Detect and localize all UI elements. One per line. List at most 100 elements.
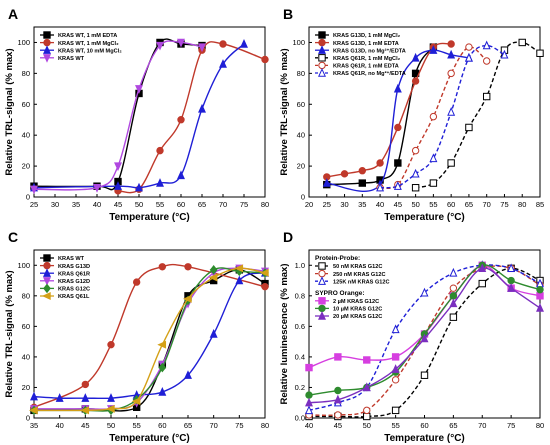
legend-marker	[318, 262, 326, 270]
y-tick-label: 0.8	[295, 291, 305, 300]
x-tick-label: 35	[72, 200, 80, 209]
data-point	[259, 268, 269, 277]
legend-label: 125K nM KRAS G12C	[333, 279, 390, 285]
legend-marker	[318, 67, 326, 77]
x-tick-label: 45	[334, 421, 342, 430]
plot-frame	[33, 249, 266, 419]
legend-label: KRAS WT, 10 mM MgCl₂	[58, 48, 122, 54]
data-point	[234, 264, 244, 273]
y-axis-label: Relative luminescence (% max)	[279, 264, 290, 405]
data-point	[536, 292, 544, 300]
series-line	[33, 43, 245, 189]
x-tick-label: 80	[261, 200, 269, 209]
legend-marker	[43, 45, 51, 54]
y-tick-label: 100	[292, 38, 305, 47]
plot-frame	[308, 26, 541, 198]
data-point	[411, 146, 420, 155]
data-point	[478, 279, 486, 288]
data-point	[391, 324, 400, 334]
series-line	[308, 264, 541, 412]
data-point	[157, 340, 167, 349]
data-point	[209, 265, 218, 275]
data-point	[219, 40, 227, 48]
x-tick-label: 35	[358, 200, 366, 209]
y-tick-label: 100	[17, 38, 30, 47]
x-tick-label: 50	[135, 200, 143, 209]
data-point	[464, 52, 473, 62]
data-point	[376, 182, 385, 192]
data-point	[209, 328, 218, 338]
data-point	[449, 313, 458, 321]
data-point	[536, 286, 544, 294]
data-point	[420, 371, 429, 379]
data-point	[305, 391, 313, 399]
x-tick-label: 80	[536, 421, 544, 430]
data-point	[334, 386, 342, 395]
data-point	[482, 57, 491, 65]
data-point	[235, 275, 244, 285]
legend-label: 50 nM KRAS G12C	[333, 264, 382, 270]
data-point	[240, 38, 248, 48]
x-axis-label: Temperature (°C)	[109, 433, 190, 444]
legend-marker	[318, 38, 326, 47]
data-point	[198, 43, 206, 53]
x-tick-label: 55	[156, 200, 164, 209]
x-tick-label: 60	[447, 200, 455, 209]
data-point	[447, 159, 455, 167]
legend-marker	[318, 310, 326, 320]
x-tick-label: 70	[483, 200, 491, 209]
legend-marker	[43, 38, 51, 47]
data-point	[182, 294, 192, 303]
legend-marker	[318, 54, 326, 62]
legend-marker	[43, 277, 51, 286]
x-tick-label: 75	[507, 421, 515, 430]
data-point	[132, 278, 141, 286]
data-point	[156, 178, 164, 187]
data-point	[81, 380, 90, 389]
y-tick-label: 0.0	[295, 414, 305, 423]
legend-label: KRAS G13D	[58, 264, 90, 270]
data-point	[411, 77, 420, 85]
data-point	[184, 370, 192, 379]
x-tick-label: 80	[261, 421, 269, 430]
data-point	[394, 159, 402, 167]
series-2	[30, 263, 269, 412]
data-point	[105, 404, 115, 413]
y-tick-label: 80	[297, 69, 305, 78]
series-2	[114, 40, 269, 195]
x-tick-label: 30	[340, 200, 348, 209]
series-6	[376, 40, 509, 192]
y-tick-label: 20	[22, 162, 30, 171]
y-tick-label: 100	[17, 261, 30, 270]
data-point	[391, 353, 400, 361]
legend-marker	[43, 31, 51, 39]
data-point	[198, 103, 206, 113]
x-tick-label: 70	[219, 200, 227, 209]
legend-marker	[318, 297, 326, 305]
x-tick-label: 65	[198, 200, 206, 209]
y-tick-label: 40	[22, 131, 30, 140]
y-tick-label: 0	[301, 193, 305, 202]
data-point	[158, 362, 167, 373]
data-point	[447, 69, 455, 78]
legend-label: KRAS Q61R, no Mg²⁺/EDTA	[333, 70, 406, 77]
legend-label: KRAS Q61L	[58, 294, 90, 300]
x-tick-label: 70	[209, 421, 217, 430]
data-point	[177, 116, 185, 124]
data-point	[30, 185, 38, 195]
x-tick-label: 50	[411, 200, 419, 209]
data-point	[114, 162, 122, 172]
data-point	[518, 38, 526, 47]
data-point	[135, 85, 143, 94]
data-point	[429, 45, 438, 54]
data-point	[478, 263, 487, 273]
data-point	[420, 333, 429, 343]
data-point	[391, 364, 400, 373]
legend-label: 2 µM KRAS G12C	[333, 299, 379, 305]
data-point	[93, 184, 101, 193]
data-point	[363, 356, 371, 364]
y-tick-label: 60	[22, 322, 30, 331]
data-point	[482, 40, 491, 50]
legend-marker	[43, 268, 51, 277]
